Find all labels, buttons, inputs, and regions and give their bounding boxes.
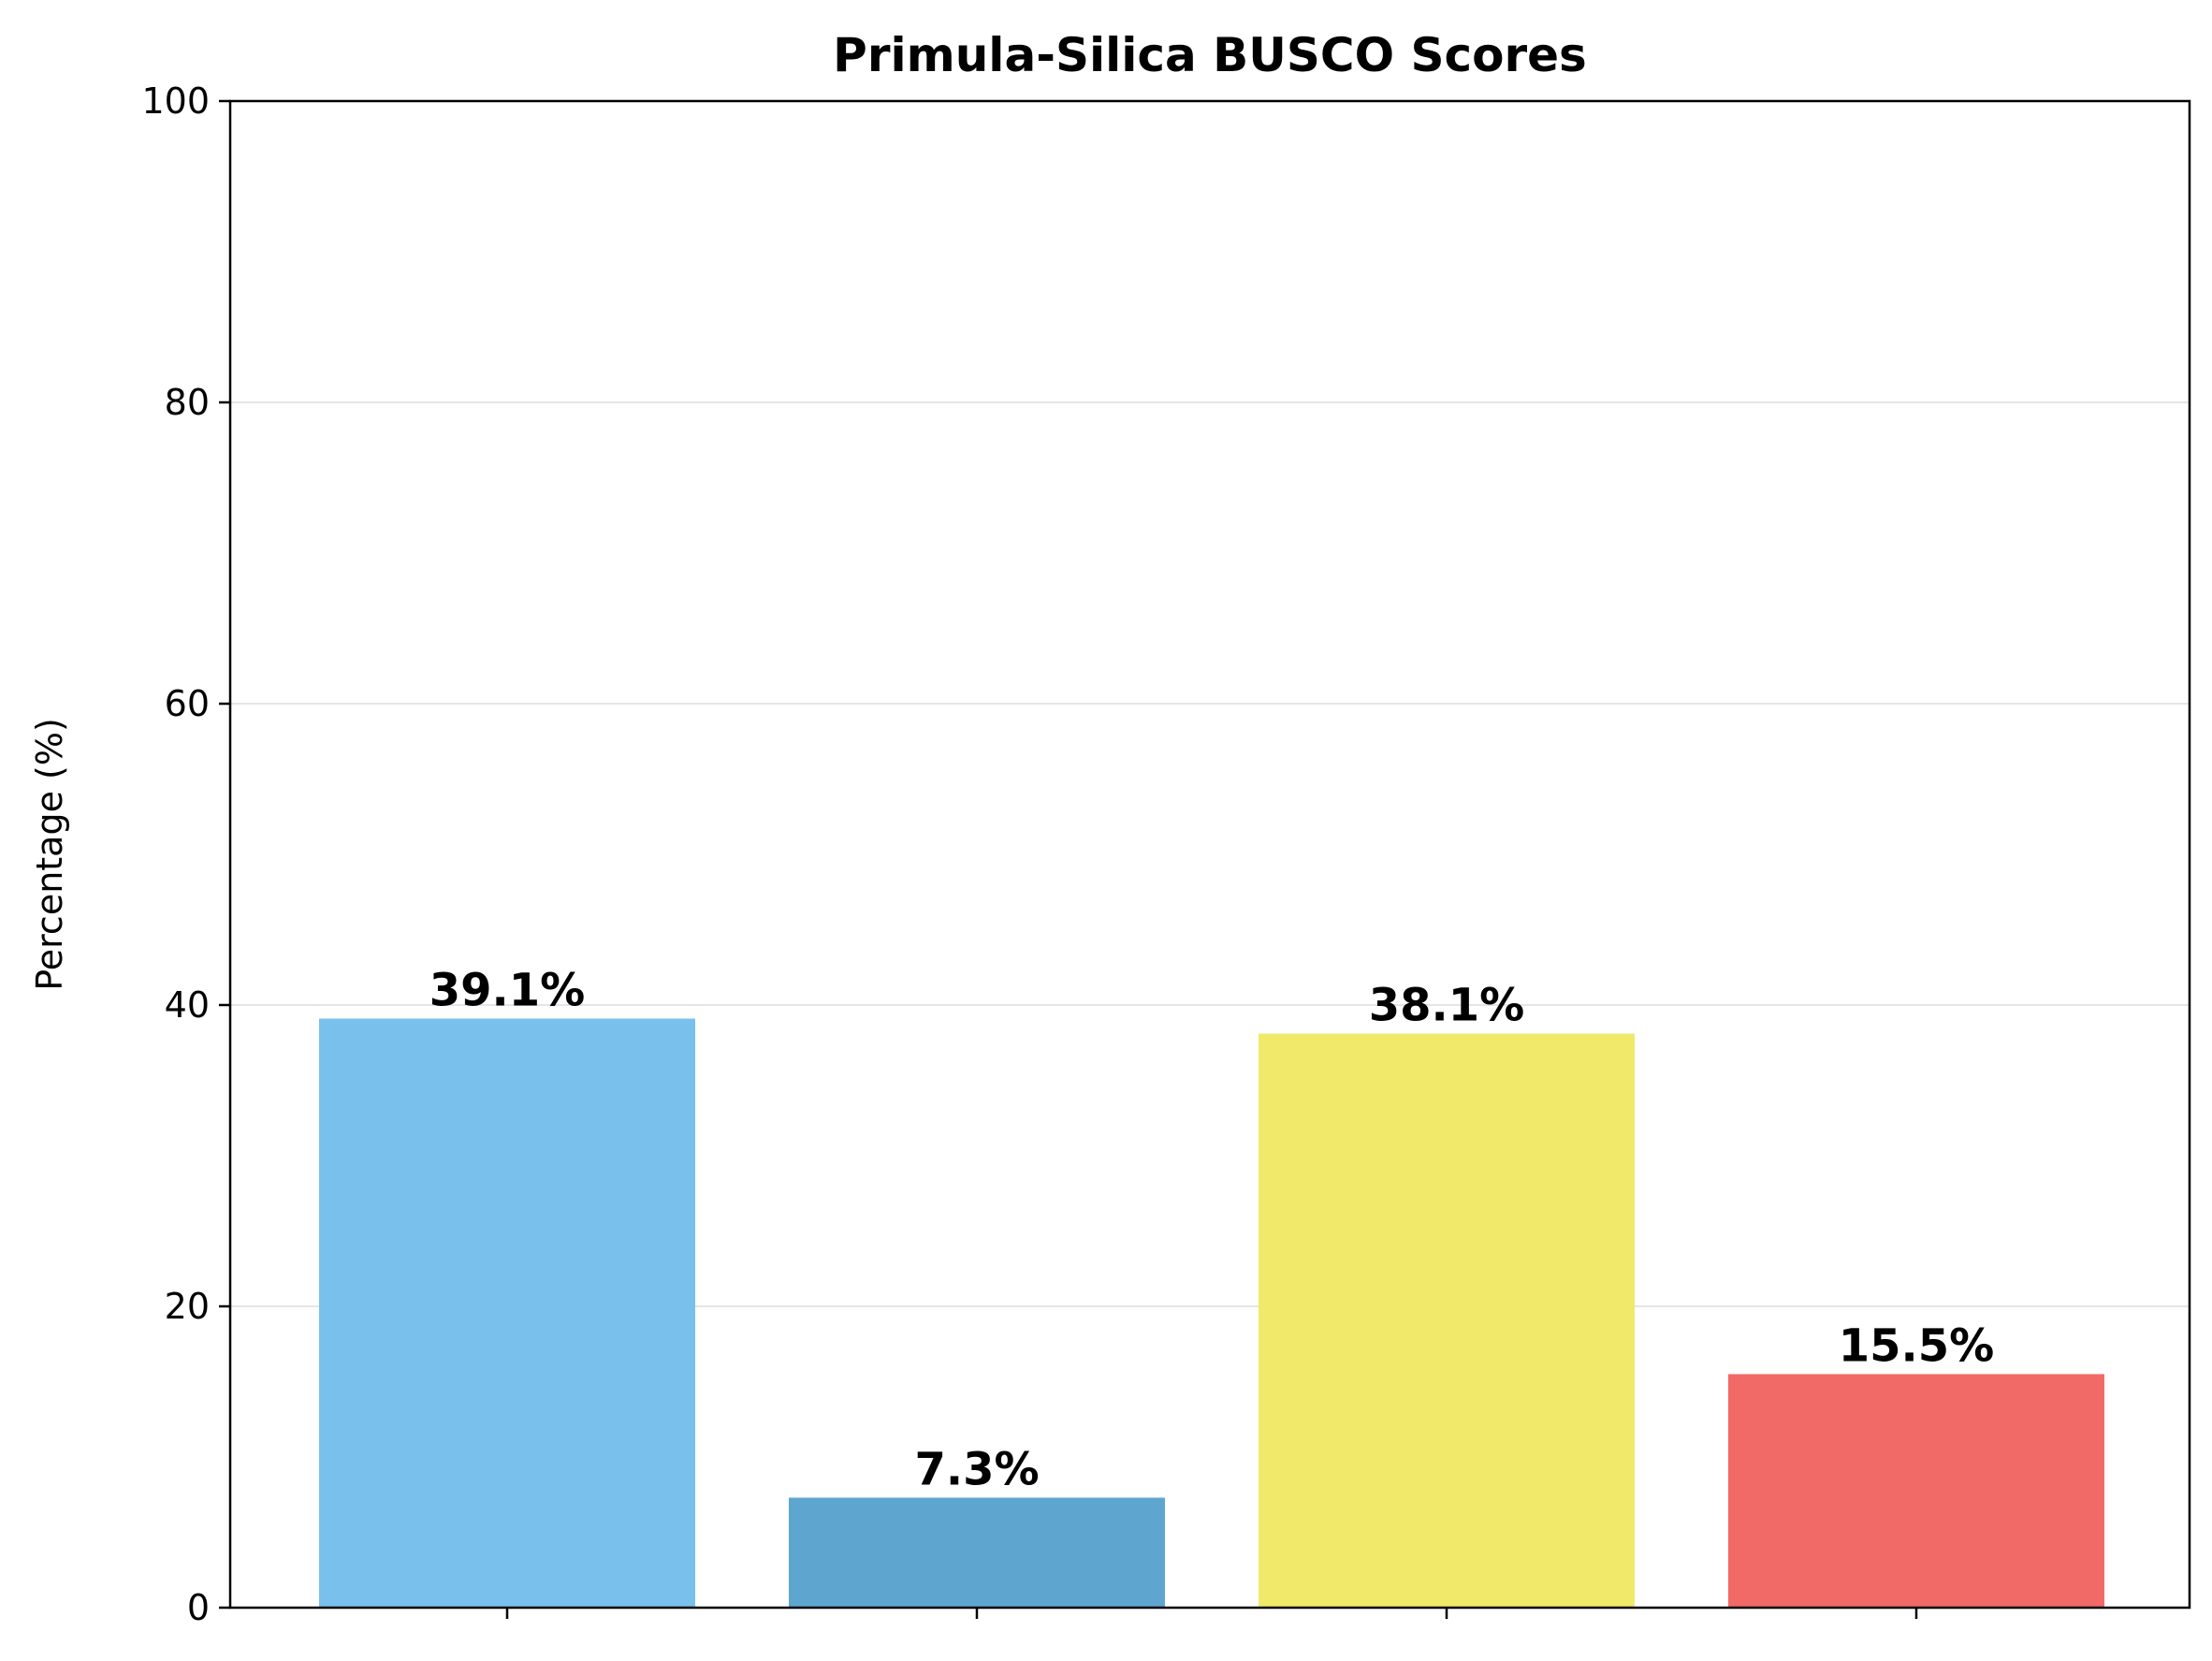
value-label-2: 7.3% [914, 1443, 1039, 1495]
y-tick-label-100: 100 [141, 80, 210, 122]
y-tick-label-0: 0 [187, 1587, 210, 1628]
y-tick-label-60: 60 [165, 683, 210, 724]
value-labels: 39.1% 7.3% 38.1% 15.5% [429, 964, 1995, 1495]
bar-1 [319, 1018, 695, 1608]
bar-3 [1259, 1033, 1635, 1608]
bar-4 [1728, 1374, 2104, 1608]
axis-ticks: 0 20 40 60 80 100 [141, 80, 1918, 1628]
y-tick-label-80: 80 [165, 382, 210, 423]
bar-2 [789, 1497, 1165, 1608]
value-label-3: 38.1% [1369, 980, 1525, 1032]
value-label-4: 15.5% [1839, 1319, 1995, 1372]
chart-title: Primula-Silica BUSCO Scores [833, 28, 1587, 82]
plot-frame [228, 99, 2191, 1610]
grid-lines [230, 401, 2190, 1307]
y-tick-label-40: 40 [165, 984, 210, 1026]
y-axis-label: Percentage (%) [29, 718, 70, 991]
value-label-1: 39.1% [429, 964, 586, 1016]
bars [319, 1018, 2104, 1608]
y-tick-label-20: 20 [165, 1286, 210, 1327]
